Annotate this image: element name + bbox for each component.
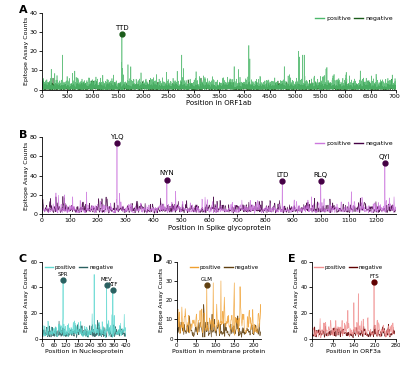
Text: YLQ: YLQ [110,134,124,140]
Y-axis label: Epitope Assay Counts: Epitope Assay Counts [294,268,299,332]
X-axis label: Position in Spike glycoprotein: Position in Spike glycoprotein [168,225,270,231]
Text: KTF: KTF [108,282,118,287]
Text: B: B [19,130,27,139]
Text: SPR: SPR [58,272,68,277]
Legend: positive, negative: positive, negative [190,265,258,269]
Text: C: C [18,254,26,264]
Text: FTS: FTS [369,274,379,279]
Legend: positive, negative: positive, negative [45,265,113,269]
Y-axis label: Epitope Assay Counts: Epitope Assay Counts [159,268,164,332]
Text: LTD: LTD [276,172,288,178]
X-axis label: Position in ORF1ab: Position in ORF1ab [186,100,252,106]
Legend: positive, negative: positive, negative [315,16,393,21]
Text: D: D [153,254,162,264]
Text: GLM: GLM [201,277,213,282]
Text: E: E [288,254,296,264]
Y-axis label: Epitope Assay Counts: Epitope Assay Counts [24,17,28,85]
Y-axis label: Epitope Assay Counts: Epitope Assay Counts [24,142,28,210]
Text: QYI: QYI [379,154,391,160]
Y-axis label: Epitope Assay Counts: Epitope Assay Counts [24,268,30,332]
Text: A: A [19,5,28,15]
Text: NYN: NYN [160,171,174,176]
Legend: positive, negative: positive, negative [315,141,393,146]
Legend: positive, negative: positive, negative [314,265,383,269]
Text: RLQ: RLQ [314,172,328,178]
Text: MEV: MEV [101,277,112,282]
X-axis label: Position in Nucleoprotein: Position in Nucleoprotein [45,349,123,354]
X-axis label: Position in membrane protein: Position in membrane protein [172,349,266,354]
Text: TTD: TTD [115,25,129,31]
X-axis label: Position in ORF3a: Position in ORF3a [326,349,381,354]
